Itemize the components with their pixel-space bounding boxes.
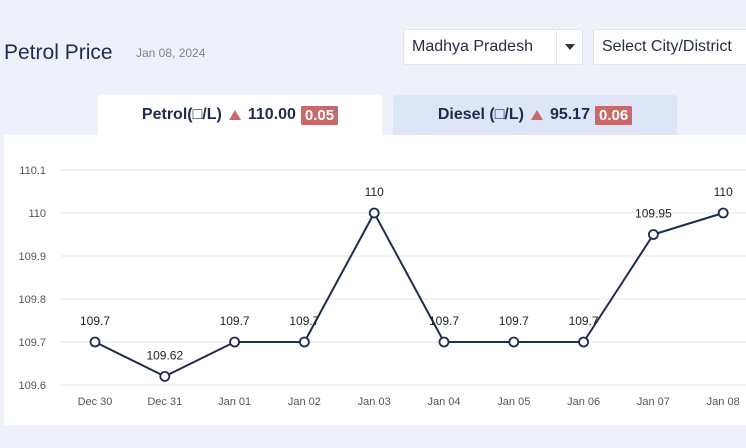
tab-petrol-label: Petrol(□/L) xyxy=(141,106,222,123)
x-tick-label: Jan 01 xyxy=(218,396,251,408)
data-label: 109.7 xyxy=(289,314,319,328)
data-label: 109.62 xyxy=(146,348,183,362)
data-point xyxy=(508,336,520,348)
price-date: Jan 08, 2024 xyxy=(136,46,206,60)
tab-diesel-price: 95.17 xyxy=(549,106,590,123)
x-tick-label: Jan 06 xyxy=(567,396,600,408)
data-point xyxy=(648,229,659,240)
price-chart-card: 109.6 109.7 109.8 109.9 110 110.1 Dec 30 Dec 31… xyxy=(4,135,746,425)
x-tick-label: Jan 05 xyxy=(497,396,530,408)
y-tick-label: 110.1 xyxy=(19,165,46,177)
data-label: 109.7 xyxy=(220,314,250,328)
page-title: Petrol Price xyxy=(4,41,113,64)
price-line-chart: 109.6 109.7 109.8 109.9 110 110.1 Dec 30 Dec 31… xyxy=(18,165,746,408)
x-tick-label: Jan 08 xyxy=(707,396,740,408)
data-label: 109.7 xyxy=(499,314,529,328)
data-label: 110 xyxy=(714,185,733,199)
x-tick-label: Dec 30 xyxy=(78,396,113,408)
state-dropdown-toggle[interactable] xyxy=(556,30,582,64)
chevron-down-icon xyxy=(564,44,575,50)
y-tick-label: 109.9 xyxy=(18,251,46,263)
y-tick-label: 109.7 xyxy=(18,337,46,349)
x-tick-label: Jan 04 xyxy=(427,396,460,408)
data-label: 109.7 xyxy=(80,314,110,328)
city-select-value: Select City/District xyxy=(602,38,732,55)
y-tick-label: 109.6 xyxy=(18,380,46,392)
x-tick-label: Jan 03 xyxy=(358,396,391,408)
data-label: 110 xyxy=(365,185,384,199)
x-tick-label: Jan 07 xyxy=(637,396,670,408)
x-tick-label: Dec 31 xyxy=(147,396,182,408)
tab-diesel[interactable]: Diesel (□/L) 95.17 0.06 xyxy=(393,95,677,135)
data-point xyxy=(438,336,450,348)
tab-petrol-change-badge: 0.05 xyxy=(300,105,339,125)
price-up-icon xyxy=(530,110,543,120)
tab-diesel-label: Diesel (□/L) xyxy=(437,106,524,123)
tab-petrol[interactable]: Petrol(□/L) 110.00 0.05 xyxy=(98,95,382,135)
y-tick-label: 109.8 xyxy=(18,294,46,306)
data-point xyxy=(229,336,241,348)
data-point xyxy=(159,370,171,382)
city-select[interactable]: Select City/District xyxy=(593,29,746,65)
data-point xyxy=(578,336,589,348)
state-select[interactable]: Madhya Pradesh xyxy=(403,29,583,65)
tab-petrol-price: 110.00 xyxy=(247,106,296,123)
data-point xyxy=(298,336,310,348)
state-select-value: Madhya Pradesh xyxy=(412,38,533,55)
data-label: 109.95 xyxy=(635,207,672,221)
data-point xyxy=(717,207,729,219)
price-up-icon xyxy=(228,110,241,120)
y-tick-label: 110 xyxy=(28,208,46,220)
series-line xyxy=(94,212,724,378)
data-point xyxy=(89,336,101,348)
x-tick-label: Jan 02 xyxy=(288,396,321,408)
tab-diesel-change-badge: 0.06 xyxy=(594,105,633,125)
data-label: 109.7 xyxy=(569,314,599,328)
data-point xyxy=(368,207,380,219)
data-label: 109.7 xyxy=(429,314,459,328)
